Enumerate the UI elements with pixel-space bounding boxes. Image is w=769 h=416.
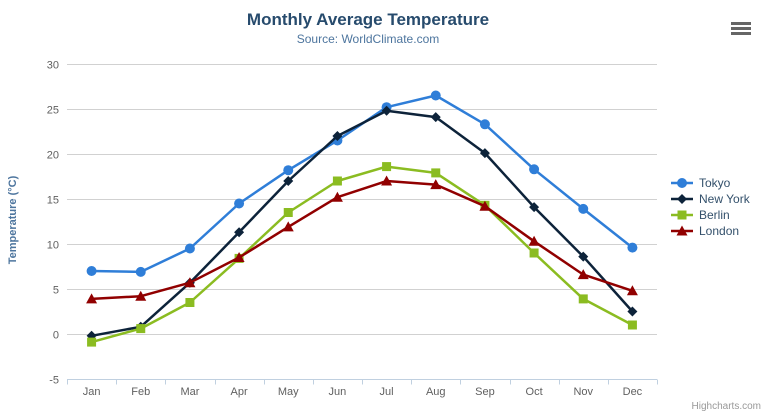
data-point-london[interactable]	[135, 290, 147, 301]
legend-marker-new-york[interactable]	[677, 194, 687, 204]
data-point-new-york[interactable]	[283, 176, 294, 186]
data-point-new-york[interactable]	[529, 202, 540, 213]
credits-link[interactable]: Highcharts.com	[691, 401, 761, 412]
data-point-tokyo[interactable]	[627, 242, 638, 253]
data-point-berlin[interactable]	[578, 294, 588, 304]
data-point-tokyo[interactable]	[135, 266, 146, 277]
data-point-new-york[interactable]	[332, 131, 343, 141]
legend-marker-diamond-icon	[671, 194, 693, 204]
y-axis-label: 20	[47, 150, 59, 162]
series-new-york	[86, 105, 638, 341]
legend: Tokyo New York Berlin London	[670, 175, 750, 239]
data-point-london[interactable]	[233, 252, 245, 262]
y-axis-label: 10	[47, 240, 59, 252]
data-point-tokyo[interactable]	[529, 164, 540, 175]
x-axis-label: Jun	[329, 386, 347, 398]
x-axis-label: Apr	[231, 386, 248, 398]
legend-item-berlin[interactable]: Berlin	[670, 207, 750, 223]
data-point-berlin[interactable]	[283, 208, 293, 217]
x-axis-label: Nov	[573, 386, 593, 398]
hamburger-bar	[731, 32, 751, 35]
x-axis-label: Oct	[526, 386, 543, 398]
series-tokyo	[86, 90, 638, 277]
data-point-london[interactable]	[626, 285, 638, 296]
legend-label: Berlin	[699, 208, 730, 222]
data-point-new-york[interactable]	[430, 112, 441, 123]
data-point-tokyo[interactable]	[234, 198, 245, 209]
legend-item-tokyo[interactable]: Tokyo	[670, 175, 750, 191]
series-line-new-york	[90, 109, 634, 338]
data-point-london[interactable]	[331, 191, 343, 202]
legend-item-london[interactable]: London	[670, 223, 750, 239]
data-point-tokyo[interactable]	[86, 266, 97, 276]
legend-label: London	[699, 224, 740, 238]
data-point-london[interactable]	[430, 179, 442, 190]
x-axis-label: May	[278, 386, 299, 398]
data-point-new-york[interactable]	[234, 227, 245, 238]
x-axis-label: Jul	[380, 386, 394, 398]
y-axis-label: -5	[49, 375, 59, 387]
data-point-berlin[interactable]	[332, 176, 342, 186]
y-axis-label: 15	[47, 195, 59, 207]
x-axis-label: Jan	[83, 386, 101, 398]
legend-label: New York	[699, 192, 750, 206]
data-point-new-york[interactable]	[578, 251, 589, 262]
data-point-london[interactable]	[184, 277, 196, 288]
series-london	[86, 175, 638, 304]
series-line-berlin	[90, 165, 634, 344]
y-axis-label: 0	[53, 330, 59, 342]
y-axis-label: 25	[47, 105, 59, 117]
legend-marker-tokyo[interactable]	[677, 178, 687, 188]
data-point-new-york[interactable]	[479, 148, 490, 159]
data-point-london[interactable]	[577, 269, 589, 280]
data-point-berlin[interactable]	[431, 168, 441, 178]
data-point-berlin[interactable]	[382, 162, 392, 172]
data-point-tokyo[interactable]	[578, 203, 589, 214]
data-point-berlin[interactable]	[136, 324, 146, 334]
data-point-london[interactable]	[381, 175, 393, 186]
data-point-new-york[interactable]	[627, 306, 638, 317]
hamburger-menu-icon[interactable]	[731, 21, 751, 36]
data-point-london[interactable]	[86, 293, 98, 304]
x-axis-label: Sep	[475, 386, 495, 398]
legend-marker-triangle-icon	[671, 225, 693, 236]
data-point-berlin[interactable]	[627, 320, 637, 330]
data-point-berlin[interactable]	[529, 248, 539, 258]
y-axis-label: 5	[53, 285, 59, 297]
data-point-tokyo[interactable]	[430, 90, 441, 101]
legend-marker-london[interactable]	[676, 225, 688, 236]
data-point-london[interactable]	[282, 221, 294, 232]
data-point-tokyo[interactable]	[283, 165, 294, 176]
x-axis-label: Aug	[426, 386, 446, 398]
legend-marker-square-icon	[671, 210, 693, 220]
y-axis-label: 30	[47, 60, 59, 72]
data-point-tokyo[interactable]	[479, 119, 490, 130]
legend-label: Tokyo	[699, 176, 731, 190]
x-axis-label: Mar	[180, 386, 199, 398]
data-point-tokyo[interactable]	[184, 243, 195, 254]
hamburger-bar	[731, 27, 751, 30]
data-point-london[interactable]	[479, 200, 491, 211]
legend-marker-circle-icon	[671, 178, 693, 188]
series-line-london	[90, 179, 634, 301]
x-axis-label: Feb	[131, 386, 150, 398]
data-point-new-york[interactable]	[381, 105, 392, 116]
hamburger-bar	[731, 22, 751, 25]
x-axis-label: Dec	[623, 386, 643, 398]
legend-marker-berlin[interactable]	[677, 210, 687, 220]
data-point-berlin[interactable]	[87, 337, 97, 347]
data-point-berlin[interactable]	[185, 298, 195, 307]
data-point-london[interactable]	[528, 235, 540, 246]
series-line-tokyo	[90, 94, 634, 274]
legend-item-new-york[interactable]: New York	[670, 191, 750, 207]
